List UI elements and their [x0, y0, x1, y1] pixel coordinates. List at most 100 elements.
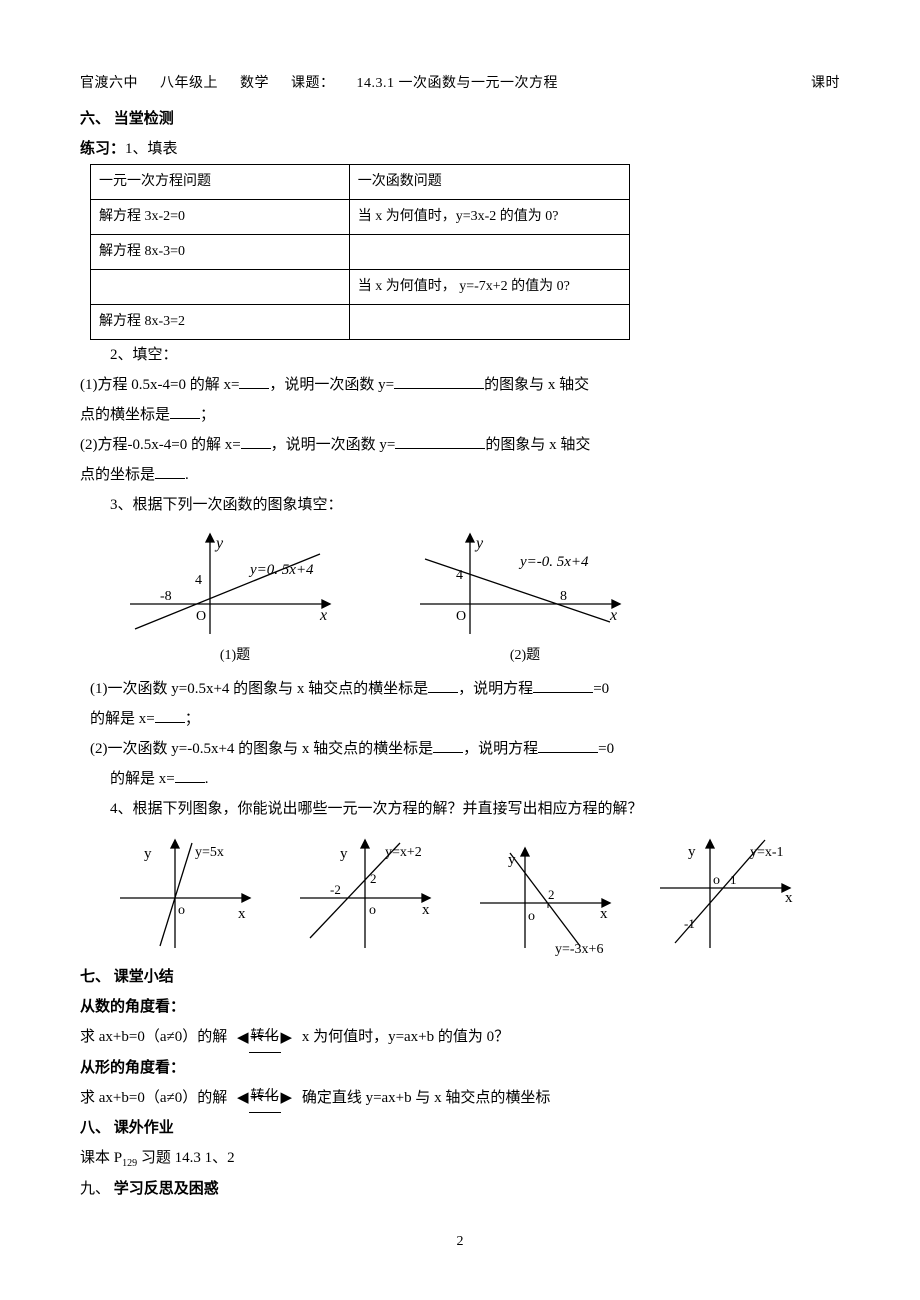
axis-y-label: y [508, 852, 516, 868]
table-row: 解方程 8x-3=2 [91, 305, 630, 340]
cell: 当 x 为何值时， y=-7x+2 的值为 0? [349, 270, 629, 305]
t: 点的坐标是 [80, 467, 155, 483]
cell [91, 270, 350, 305]
xint: 1 [730, 872, 737, 887]
t: 的图象与 x 轴交 [484, 377, 589, 393]
cell: 解方程 8x-3=0 [91, 235, 350, 270]
blank [175, 767, 205, 783]
ex2-q1: (1)方程 0.5x-4=0 的解 x= ，说明一次函数 y= 的图象与 x 轴交 [80, 370, 840, 400]
t: ，说明一次函数 y= [271, 437, 396, 453]
page-header: 官渡六中 八年级上 数学 课题： 14.3.1 一次函数与一元一次方程 课时 [80, 70, 840, 98]
origin: o [528, 909, 535, 924]
blank [239, 373, 269, 389]
ex3-title: 3、根据下列一次函数的图象填空： [110, 490, 840, 520]
t: 学习反思及困惑 [114, 1181, 219, 1197]
t: 的图象与 x 轴交 [485, 437, 590, 453]
graph-svg: y x o y=5x [110, 828, 270, 958]
eq: y=x+2 [385, 845, 422, 860]
blank [394, 373, 484, 389]
graph-4-2: y x o 2 -2 y=x+2 [290, 828, 450, 958]
caption: (1)题 [120, 642, 350, 670]
eq: y=x-1 [750, 845, 784, 860]
t: ，说明一次函数 y= [269, 377, 394, 393]
origin: o [369, 903, 376, 918]
cell: 当 x 为何值时，y=3x-2 的值为 0? [349, 200, 629, 235]
t: x 为何值时，y=ax+b 的值为 0？ [302, 1029, 509, 1045]
hdr-school: 官渡六中 [80, 76, 138, 91]
ex4-graphs: y x o y=5x y x o 2 -2 y=x+2 [110, 828, 840, 958]
t: 课本 P [80, 1150, 122, 1166]
blank [155, 707, 185, 723]
t: (2)一次函数 y=-0.5x+4 的图象与 x 轴交点的横坐标是 [90, 741, 433, 757]
num-title: 从数的角度看： [80, 992, 840, 1022]
t: 确定直线 y=ax+b 与 x 轴交点的横坐标 [302, 1090, 551, 1106]
t: 求 ax+b=0（a≠0）的解 [80, 1090, 227, 1106]
yint: 4 [195, 573, 202, 588]
hdr-period: 课时 [811, 70, 840, 98]
xint: -8 [160, 589, 172, 604]
origin: o [713, 873, 720, 888]
hw-line: 课本 P129 习题 14.3 1、2 [80, 1143, 840, 1174]
graph-3-1: y x 4 -8 O y=0. 5x+4 (1)题 [120, 524, 350, 670]
ex2-q1b: 点的横坐标是 ； [80, 400, 840, 430]
graph-svg: y x o 2 y=-3x+6 [470, 828, 630, 958]
hdr-topic-label: 课题： [291, 76, 335, 91]
hdr-grade: 八年级上 [160, 76, 218, 91]
t: (1)方程 0.5x-4=0 的解 x= [80, 377, 239, 393]
t: 点的横坐标是 [80, 407, 170, 423]
axis-y-label: y [688, 844, 696, 860]
ex-label: 练习： [80, 141, 125, 157]
hdr-topic: 14.3.1 一次函数与一元一次方程 [357, 76, 559, 91]
yint: 4 [456, 568, 463, 583]
axis-x-label: x [609, 607, 617, 624]
t: 的解是 x= [110, 771, 175, 787]
table-row: 一元一次方程问题 一次函数问题 [91, 165, 630, 200]
axis-y-label: y [214, 535, 224, 552]
cell: 解方程 3x-2=0 [91, 200, 350, 235]
axis-x-label: x [785, 890, 793, 906]
cell [349, 305, 629, 340]
ex1-text: 1、填表 [125, 141, 178, 157]
t: (2)方程-0.5x-4=0 的解 x= [80, 437, 241, 453]
t: =0 [598, 741, 614, 757]
ex3-q1: (1)一次函数 y=0.5x+4 的图象与 x 轴交点的横坐标是，说明方程=0 [90, 674, 840, 704]
t: ，说明方程 [458, 681, 533, 697]
axis-x-label: x [422, 902, 430, 918]
table-row: 当 x 为何值时， y=-7x+2 的值为 0? [91, 270, 630, 305]
ex2-q2b: 点的坐标是. [80, 460, 840, 490]
t: . [185, 467, 189, 483]
axis-y-label: y [144, 846, 152, 862]
t: =0 [593, 681, 609, 697]
blank [241, 433, 271, 449]
shape-row: 求 ax+b=0（a≠0）的解 ◀转化▶ 确定直线 y=ax+b 与 x 轴交点… [80, 1083, 840, 1114]
blank [433, 737, 463, 753]
t: ； [185, 711, 200, 727]
t: 求 ax+b=0（a≠0）的解 [80, 1029, 227, 1045]
blank [428, 677, 458, 693]
origin: o [178, 903, 185, 918]
graph-svg: y x 4 8 O y=-0. 5x+4 [410, 524, 640, 644]
yint: 2 [370, 871, 377, 886]
fill-table: 一元一次方程问题 一次函数问题 解方程 3x-2=0 当 x 为何值时，y=3x… [90, 164, 630, 340]
graph-3-2: y x 4 8 O y=-0. 5x+4 (2)题 [410, 524, 640, 670]
sub: 129 [122, 1158, 137, 1169]
ex3-q1b: 的解是 x=； [90, 704, 840, 734]
t: 转化 [249, 1083, 281, 1113]
ex3-q2b: 的解是 x=. [110, 764, 840, 794]
graph-svg: y x 4 -8 O y=0. 5x+4 [120, 524, 350, 644]
graph-4-4: y x o 1 -1 y=x-1 [650, 828, 810, 958]
section-7-title: 七、 课堂小结 [80, 962, 840, 992]
eq: y=-3x+6 [555, 942, 603, 957]
ex1-line: 练习：1、填表 [80, 134, 840, 164]
eq: y=5x [195, 845, 224, 860]
t: ； [200, 407, 215, 423]
th-function: 一次函数问题 [349, 165, 629, 200]
origin: O [196, 609, 206, 624]
table-row: 解方程 3x-2=0 当 x 为何值时，y=3x-2 的值为 0? [91, 200, 630, 235]
ex2-title: 2、填空： [110, 340, 840, 370]
xint: 2 [548, 887, 555, 902]
axis-x-label: x [600, 906, 608, 922]
graph-4-1: y x o y=5x [110, 828, 270, 958]
t: . [205, 771, 209, 787]
hdr-subject: 数学 [240, 76, 269, 91]
